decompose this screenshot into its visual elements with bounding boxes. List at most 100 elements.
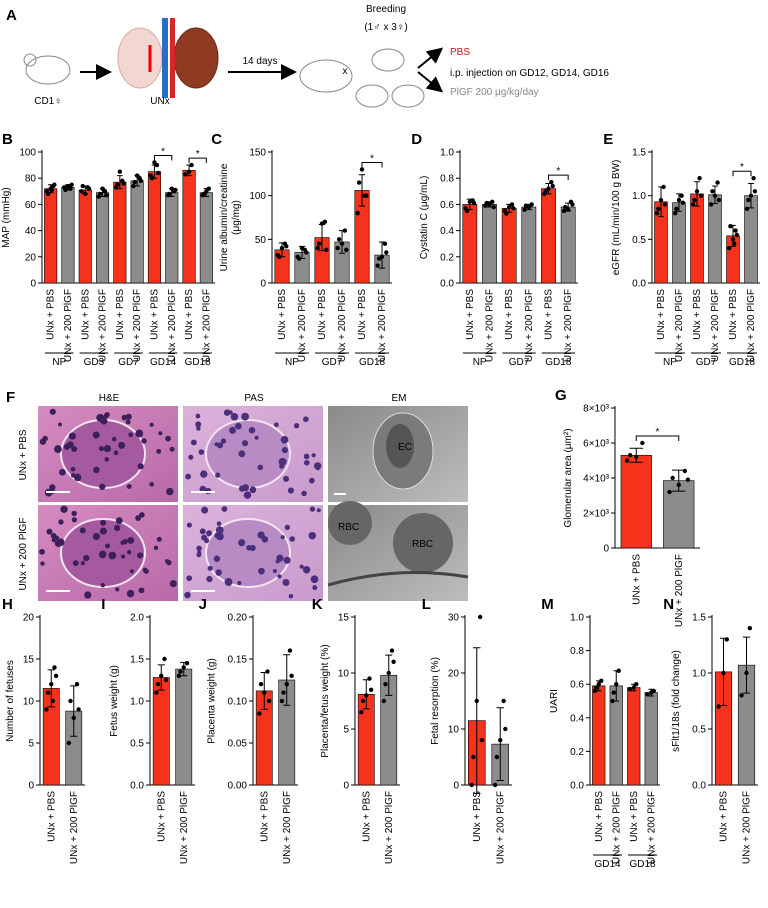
significance-bracket [548, 174, 569, 181]
data-point [279, 698, 285, 704]
bar [165, 192, 179, 284]
nucleus [248, 426, 256, 434]
x-tick-label: UNx + PBS [149, 289, 160, 340]
data-point [49, 187, 55, 193]
micrograph [183, 505, 323, 601]
label: 14 days [242, 56, 277, 67]
nucleus [126, 589, 135, 598]
nucleus [135, 515, 142, 521]
y-tick-label: 1.5 [692, 613, 706, 624]
data-point [384, 250, 389, 255]
y-tick-label: 1.0 [692, 669, 706, 680]
error-bar [742, 636, 751, 694]
nucleus [125, 419, 131, 425]
data-point [679, 193, 684, 198]
nucleus [184, 591, 191, 599]
data-point [477, 614, 483, 620]
nucleus [257, 531, 265, 539]
data-point [115, 182, 120, 187]
data-point [186, 169, 192, 174]
y-tick-label: 0 [343, 781, 349, 792]
y-tick-label: 0.2 [570, 747, 584, 758]
panel-letter: C [211, 131, 222, 148]
data-point [627, 453, 633, 458]
nucleus [309, 506, 316, 512]
data-point [344, 247, 349, 253]
significance-bracket [732, 170, 752, 177]
data-point [565, 207, 571, 212]
data-point [391, 659, 396, 664]
data-point [656, 206, 661, 211]
data-point [389, 648, 395, 653]
y-axis-label: Placenta/fetus weight (%) [320, 644, 331, 757]
y-tick-label: 0.6 [440, 200, 454, 211]
nucleus [200, 470, 208, 478]
nucleus [185, 473, 192, 480]
data-point [284, 682, 289, 687]
nucleus [153, 545, 159, 551]
nucleus [121, 414, 128, 421]
data-point [661, 184, 666, 190]
data-point [167, 191, 172, 197]
nucleus [315, 465, 321, 471]
data-point [287, 648, 293, 653]
nucleus [246, 545, 252, 551]
y-tick-label: 0 [453, 781, 459, 792]
data-point [281, 690, 286, 695]
nucleus [196, 545, 202, 552]
y-tick-label: 8×10³ [583, 404, 610, 415]
group-label: GD7 [696, 357, 717, 368]
glomerulus [60, 419, 146, 489]
panel-letter: A [6, 7, 17, 24]
data-point [747, 626, 753, 631]
data-point [471, 200, 477, 206]
nucleus [169, 580, 177, 588]
data-point [596, 682, 601, 687]
data-point [484, 200, 489, 206]
panel-letter: L [422, 596, 431, 613]
column-header: PAS [244, 393, 264, 404]
y-tick-label: 150 [249, 148, 266, 159]
data-point [262, 690, 267, 695]
y-tick-label: 100 [249, 191, 266, 202]
bar [592, 685, 606, 786]
nucleus [304, 459, 310, 466]
data-point [627, 687, 633, 692]
nucleus [169, 446, 175, 452]
micrographs: F H&E PAS EM UNx + PBS UNx + 200 PlGF EC… [6, 389, 469, 601]
nucleus [58, 422, 63, 427]
y-tick-label: 60 [25, 200, 37, 211]
data-point [716, 197, 722, 203]
nucleus [71, 445, 78, 453]
y-tick-label: 20 [448, 669, 460, 680]
x-tick-label: UNx + 200 PlGF [485, 289, 496, 362]
rbc [328, 501, 372, 545]
data-point [183, 172, 188, 177]
group-label: GD3 [84, 357, 105, 368]
nucleus [49, 484, 56, 491]
annotation: EC [398, 442, 412, 453]
nucleus [216, 521, 222, 526]
nucleus [272, 568, 277, 574]
data-point [611, 690, 616, 695]
nucleus [249, 486, 257, 494]
y-tick-label: 40 [25, 226, 37, 237]
nucleus [302, 566, 311, 574]
mouse [371, 48, 405, 72]
nucleus [105, 543, 110, 549]
nucleus [238, 450, 246, 458]
error-bar [283, 654, 291, 706]
data-point [50, 698, 56, 704]
data-point [315, 245, 320, 251]
nucleus [316, 508, 321, 513]
nucleus [68, 432, 76, 440]
data-point [97, 191, 103, 197]
data-point [79, 189, 84, 194]
y-tick-label: 0.10 [228, 697, 248, 708]
schematic: A CD1♀ UNx 14 days x Breeding (1♂ x 3♀) … [6, 4, 609, 108]
nucleus [54, 445, 62, 454]
nucleus [293, 423, 300, 429]
data-point [479, 738, 485, 743]
x-tick-label: UNx + 200 PlGF [674, 554, 685, 627]
x-tick-label: UNx + 200 PlGF [710, 289, 721, 362]
